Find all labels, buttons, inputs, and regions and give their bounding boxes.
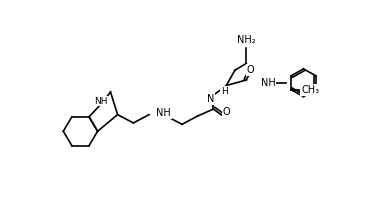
Text: NH: NH xyxy=(261,78,275,88)
Text: O: O xyxy=(223,107,230,117)
Text: O: O xyxy=(247,65,254,75)
Text: NH: NH xyxy=(156,108,171,118)
Text: CH₃: CH₃ xyxy=(301,85,319,95)
Text: N: N xyxy=(207,94,214,104)
Text: NH₂: NH₂ xyxy=(237,35,256,45)
Text: NH: NH xyxy=(94,97,107,106)
Text: H: H xyxy=(221,87,228,95)
